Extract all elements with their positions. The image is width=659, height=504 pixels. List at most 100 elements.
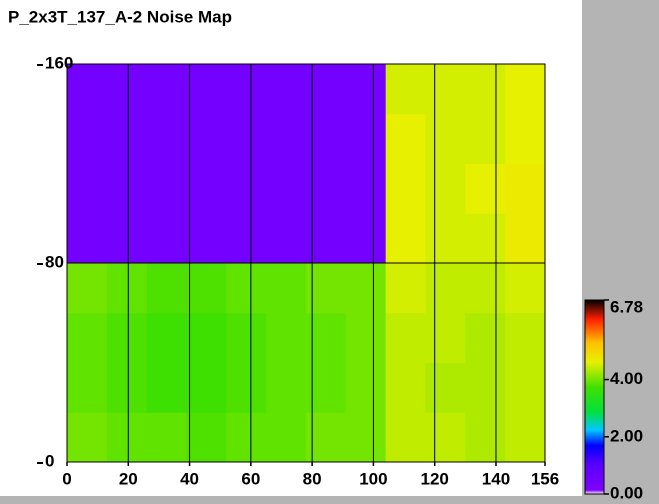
heatmap-cell [385, 263, 426, 314]
heatmap-cell [226, 113, 267, 164]
heatmap-cell [345, 312, 387, 363]
heatmap-cell [266, 64, 307, 115]
heatmap-cell [505, 213, 546, 264]
heatmap-cell [465, 362, 506, 413]
colorbar [584, 299, 605, 495]
heatmap-cell [345, 64, 387, 115]
heatmap-cell [226, 312, 267, 363]
chart-title: P_2x3T_137_A-2 Noise Map [8, 7, 232, 26]
heatmap-cell [306, 412, 347, 463]
colorbar-tick-label: 6.78 [610, 297, 643, 316]
heatmap-cell [306, 163, 347, 214]
heatmap-cell [266, 263, 307, 314]
heatmap-cell [266, 412, 307, 463]
heatmap-cell [226, 213, 267, 264]
heatmap-cell [306, 312, 347, 363]
heatmap-cell [67, 163, 108, 214]
heatmap-cell [425, 312, 466, 363]
heatmap-cell [505, 412, 546, 463]
bottom-strip [0, 496, 659, 504]
heatmap-cell [67, 362, 108, 413]
heatmap-cell [345, 213, 387, 264]
x-tick-label: 120 [421, 469, 449, 488]
heatmap-cell [465, 312, 506, 363]
heatmap-cell [226, 412, 267, 463]
heatmap-cell [67, 64, 108, 115]
heatmap-cell [505, 362, 546, 413]
plot-frame [66, 63, 546, 463]
heatmap-cell [106, 362, 148, 413]
heatmap-cell [505, 113, 546, 164]
colorbar-tick-label: 2.00 [610, 426, 643, 445]
heatmap-cell [106, 412, 148, 463]
heatmap-cell [186, 163, 227, 214]
heatmap-cell [186, 64, 227, 115]
heatmap-cell [186, 263, 227, 314]
x-tick-label: 20 [119, 469, 138, 488]
heatmap-cell [106, 213, 148, 264]
heatmap-cell [425, 362, 466, 413]
heatmap-cell [226, 362, 267, 413]
heatmap-cell [345, 263, 387, 314]
heatmap-cell [425, 412, 466, 463]
heatmap-cell [266, 113, 307, 164]
y-tick-label: 160 [45, 53, 73, 72]
heatmap-cell [226, 163, 267, 214]
heatmap-cell [146, 312, 187, 363]
heatmap-cell [146, 113, 187, 164]
heatmap-cell [345, 362, 387, 413]
heatmap-cell [226, 64, 267, 115]
heatmap-cell [385, 64, 426, 115]
heatmap-cell [146, 163, 187, 214]
heatmap-cell [505, 312, 546, 363]
heatmap-cell [106, 113, 148, 164]
heatmap-cell [186, 362, 227, 413]
x-tick-label: 156 [531, 469, 559, 488]
heatmap-cell [67, 312, 108, 363]
heatmap-cell [306, 263, 347, 314]
heatmap-cell [146, 362, 187, 413]
heatmap-cell [306, 113, 347, 164]
heatmap-cell [306, 213, 347, 264]
heatmap-cell [505, 64, 546, 115]
heatmap-cell [186, 412, 227, 463]
heatmap-cell [425, 113, 466, 164]
heatmap-cell [345, 412, 387, 463]
heatmap-cell [67, 113, 108, 164]
heatmap-cell [266, 362, 307, 413]
x-tick-label: 0 [62, 469, 71, 488]
heatmap-cell [385, 163, 426, 214]
y-tick-label: 0 [45, 451, 54, 470]
heatmap-cell [226, 263, 267, 314]
x-tick-label: 140 [482, 469, 510, 488]
heatmap-cell [146, 64, 187, 115]
heatmap-cell [465, 113, 506, 164]
heatmap-cell [345, 113, 387, 164]
heatmap-cell [306, 64, 347, 115]
heatmap-cell [385, 113, 426, 164]
heatmap-cell [505, 263, 546, 314]
heatmap-cell [385, 412, 426, 463]
heatmap-cell [465, 412, 506, 463]
x-tick-label: 80 [303, 469, 322, 488]
x-tick-label: 60 [241, 469, 260, 488]
heatmap-cell [345, 163, 387, 214]
heatmap-cell [266, 312, 307, 363]
heatmap-cell [425, 163, 466, 214]
heatmap-cell [505, 163, 546, 214]
heatmap-cell [146, 213, 187, 264]
heatmap-cell [266, 213, 307, 264]
heatmap-cell [186, 113, 227, 164]
heatmap-cell [67, 213, 108, 264]
heatmap-cell [146, 263, 187, 314]
colorbar-tick-label: 4.00 [610, 369, 643, 388]
heatmap-cell [146, 412, 187, 463]
heatmap-cell [106, 312, 148, 363]
colorbar-tick-label: 0.00 [610, 483, 643, 502]
heatmap-cell [266, 163, 307, 214]
heatmap-cell [106, 64, 148, 115]
heatmap-cell [186, 312, 227, 363]
y-tick-label: 80 [45, 252, 64, 271]
heatmap-cell [465, 64, 506, 115]
